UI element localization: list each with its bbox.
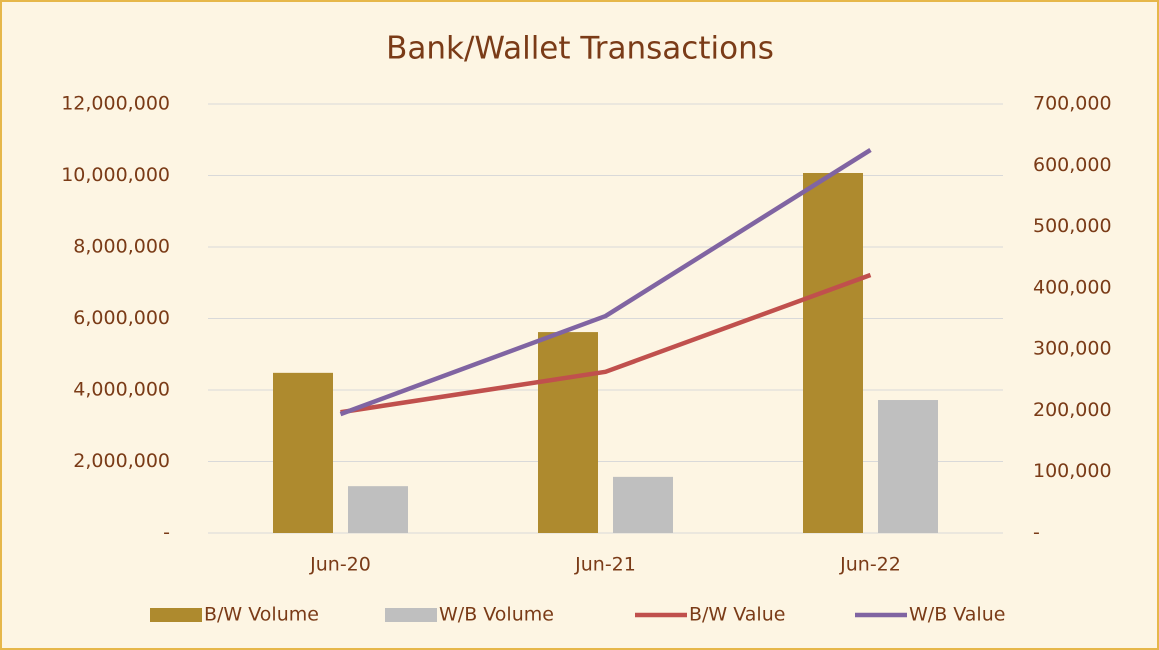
bar [273,372,333,533]
bar [348,486,408,533]
bar [803,172,863,533]
y2-tick-label: 100,000 [1033,460,1112,482]
x-tick-label: Jun-22 [839,554,901,576]
y2-tick-label: 700,000 [1033,93,1112,115]
y2-tick-label: - [1033,522,1040,544]
y-tick-label: 8,000,000 [73,236,170,258]
legend-label: W/B Value [909,604,1005,626]
y-tick-label: - [163,522,170,544]
chart-title: Bank/Wallet Transactions [386,31,774,67]
x-tick-label: Jun-21 [574,554,636,576]
y2-tick-label: 600,000 [1033,154,1112,176]
y2-tick-label: 200,000 [1033,399,1112,421]
y2-tick-label: 500,000 [1033,215,1112,237]
bar [878,400,938,533]
line-series [339,148,872,417]
y-tick-label: 12,000,000 [61,93,170,115]
legend-label: B/W Volume [204,604,319,626]
y-tick-label: 6,000,000 [73,307,170,329]
legend-label: B/W Value [689,604,785,626]
bar [538,332,598,533]
x-tick-label: Jun-20 [309,554,371,576]
legend-swatch [385,608,437,622]
y-tick-label: 4,000,000 [73,379,170,401]
legend-label: W/B Volume [439,604,554,626]
line-series [340,272,872,415]
y-tick-label: 2,000,000 [73,450,170,472]
y-tick-label: 10,000,000 [61,164,170,186]
y2-tick-label: 300,000 [1033,338,1112,360]
bar [613,476,673,533]
legend-swatch [150,608,202,622]
y2-tick-label: 400,000 [1033,276,1112,298]
